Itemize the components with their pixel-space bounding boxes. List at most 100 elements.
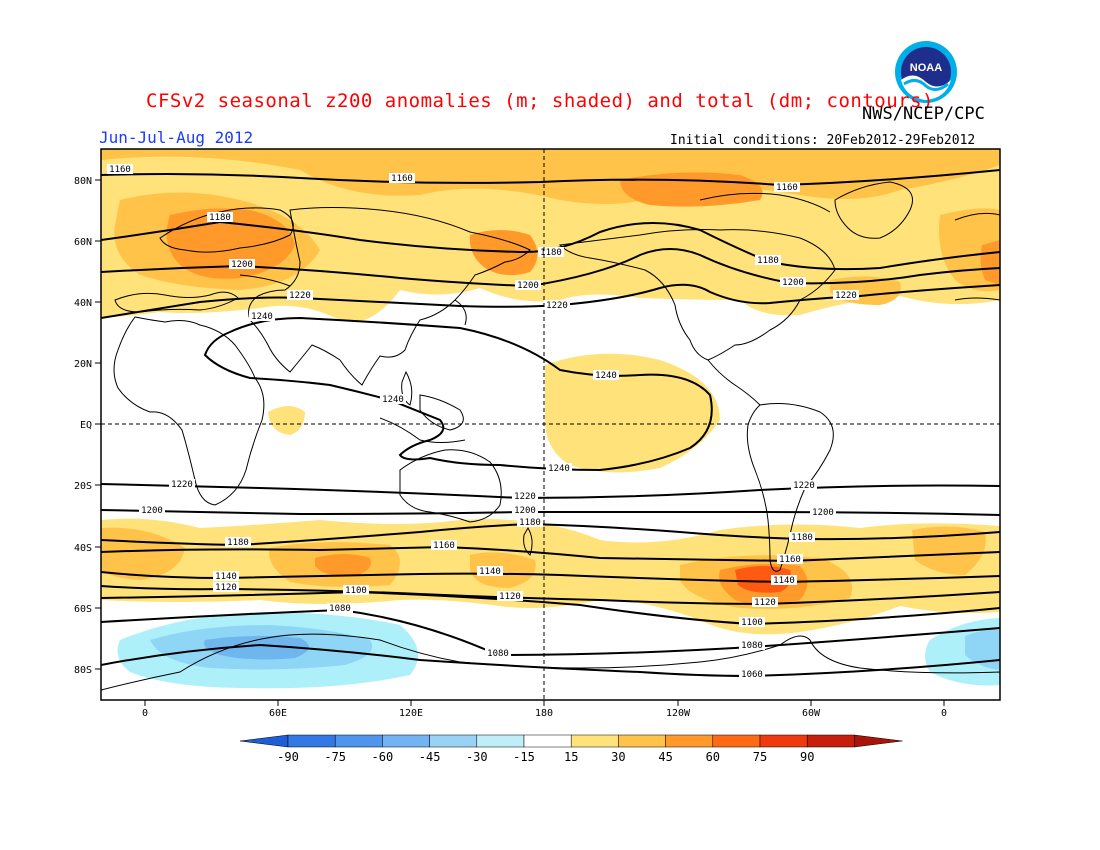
contour-label-bg: [739, 617, 765, 627]
latitude-labels: 80N 60N 40N 20N EQ 20S 40S 60S 80S: [74, 176, 92, 676]
contour-label-1160: 1160: [391, 174, 413, 184]
contour-label-bg: [139, 505, 165, 515]
colorbar-swatch: [287, 734, 336, 748]
contour-label-1100: 1100: [345, 586, 367, 596]
colorbar: -90 -75 -60 -45 -30 -15 15 30 45 60 75 90: [239, 734, 903, 764]
greenland-outline: [834, 181, 913, 239]
longitude-axis: [144, 700, 945, 706]
contour-label-bg: [207, 212, 233, 222]
contour-label-bg: [546, 463, 572, 473]
lat-label-80s: 80S: [74, 665, 92, 676]
contour-label-1120: 1120: [754, 598, 776, 608]
contour-label-bg: [593, 370, 619, 380]
colorbar-arrow-right: [854, 734, 903, 748]
contour-label-bg: [780, 277, 806, 287]
contour-label-bg: [515, 280, 541, 290]
anomaly-shading: [101, 149, 1000, 689]
contour-label-bg: [249, 311, 275, 321]
initial-conditions-label: Initial conditions: 20Feb2012-29Feb2012: [670, 133, 976, 148]
map-title: CFSv2 seasonal z200 anomalies (m; shaded…: [146, 90, 934, 112]
contour-label-bg: [755, 255, 781, 265]
colorbar-label: -30: [466, 750, 488, 764]
contour-label-1240: 1240: [251, 312, 273, 322]
contour-label-1200: 1200: [782, 278, 804, 288]
contour-label-1180: 1180: [209, 213, 231, 223]
lat-label-40s: 40S: [74, 543, 92, 554]
contour-label-1220: 1220: [514, 492, 536, 502]
contour-label-bg: [225, 537, 251, 547]
contour-label-bg: [169, 479, 195, 489]
contour-label-1180: 1180: [540, 248, 562, 258]
colorbar-label: 90: [800, 750, 814, 764]
contour-label-1240: 1240: [595, 371, 617, 381]
lat-label-60s: 60S: [74, 604, 92, 615]
lat-label-eq: EQ: [80, 420, 92, 431]
contour-label-1200: 1200: [517, 281, 539, 291]
australia-outline: [399, 449, 502, 523]
colorbar-swatch: [476, 734, 525, 748]
colorbar-swatch: [806, 734, 855, 748]
colorbar-label: -45: [419, 750, 441, 764]
contour-label-1120: 1120: [215, 583, 237, 593]
contour-label-1240: 1240: [548, 464, 570, 474]
contour-label-1180: 1180: [519, 518, 541, 528]
contour-label-bg: [544, 300, 570, 310]
contour-1060-south: [101, 643, 1000, 678]
lat-label-80n: 80N: [74, 176, 92, 187]
contour-label-1180: 1180: [791, 533, 813, 543]
contour-label-bg: [327, 603, 353, 613]
contour-label-1160: 1160: [779, 555, 801, 565]
contour-label-bg: [810, 507, 836, 517]
contour-label-1220: 1220: [171, 480, 193, 490]
lat-label-60n: 60N: [74, 237, 92, 248]
contour-label-bg: [485, 648, 511, 658]
lat-label-40n: 40N: [74, 298, 92, 309]
contour-label-bg: [287, 290, 313, 300]
contour-label-bg: [791, 480, 817, 490]
latitude-axis: [95, 179, 101, 670]
colorbar-label: -60: [372, 750, 394, 764]
antarctica-outline: [101, 633, 1000, 700]
colorbar-swatch: [570, 734, 619, 748]
contour-label-bg: [512, 491, 538, 501]
lon-label-120w: 120W: [666, 708, 691, 719]
contour-label-1100: 1100: [741, 618, 763, 628]
contour-label-1180: 1180: [227, 538, 249, 548]
contour-label-1200: 1200: [231, 260, 253, 270]
contour-label-1140: 1140: [479, 567, 501, 577]
colorbar-swatch: [334, 734, 383, 748]
lat-label-20n: 20N: [74, 359, 92, 370]
colorbar-label: -90: [277, 750, 299, 764]
lon-label-60w: 60W: [802, 708, 821, 719]
colorbar-swatch: [523, 734, 572, 748]
noaa-logo: NOAA: [895, 41, 957, 103]
colorbar-arrow-left: [239, 734, 289, 748]
contour-label-1220: 1220: [546, 301, 568, 311]
positive-anomaly-tropical-pacific: [545, 353, 720, 473]
contour-label-1200: 1200: [141, 506, 163, 516]
continent-outlines: [101, 181, 1000, 700]
season-label: Jun-Jul-Aug 2012: [99, 128, 254, 147]
lat-label-20s: 20S: [74, 481, 92, 492]
colorbar-swatch: [665, 734, 714, 748]
contour-1200-north: [101, 248, 1000, 288]
contour-label-bg: [752, 597, 778, 607]
contour-1180-north: [101, 220, 1000, 271]
contour-label-1240: 1240: [382, 395, 404, 405]
contour-label-1080: 1080: [329, 604, 351, 614]
colorbar-label: 45: [658, 750, 672, 764]
contour-label-1180: 1180: [757, 256, 779, 266]
contour-1160-north: [101, 169, 1000, 187]
colorbar-label: -15: [513, 750, 535, 764]
organization-label: NWS/NCEP/CPC: [862, 104, 985, 124]
contour-label-bg: [789, 532, 815, 542]
lon-label-0-east: 0: [941, 708, 947, 719]
contour-labels: 1160 1160 1160 1180 1180 1180 1200 1200 1200 1220…: [107, 164, 859, 680]
colorbar-swatch: [382, 734, 430, 748]
positive-anomaly-band-north: [101, 149, 1000, 322]
contour-1240-north: [203, 316, 713, 472]
south-america-outline: [746, 403, 834, 572]
contour-label-bg: [739, 640, 765, 650]
lon-label-0: 0: [142, 708, 148, 719]
